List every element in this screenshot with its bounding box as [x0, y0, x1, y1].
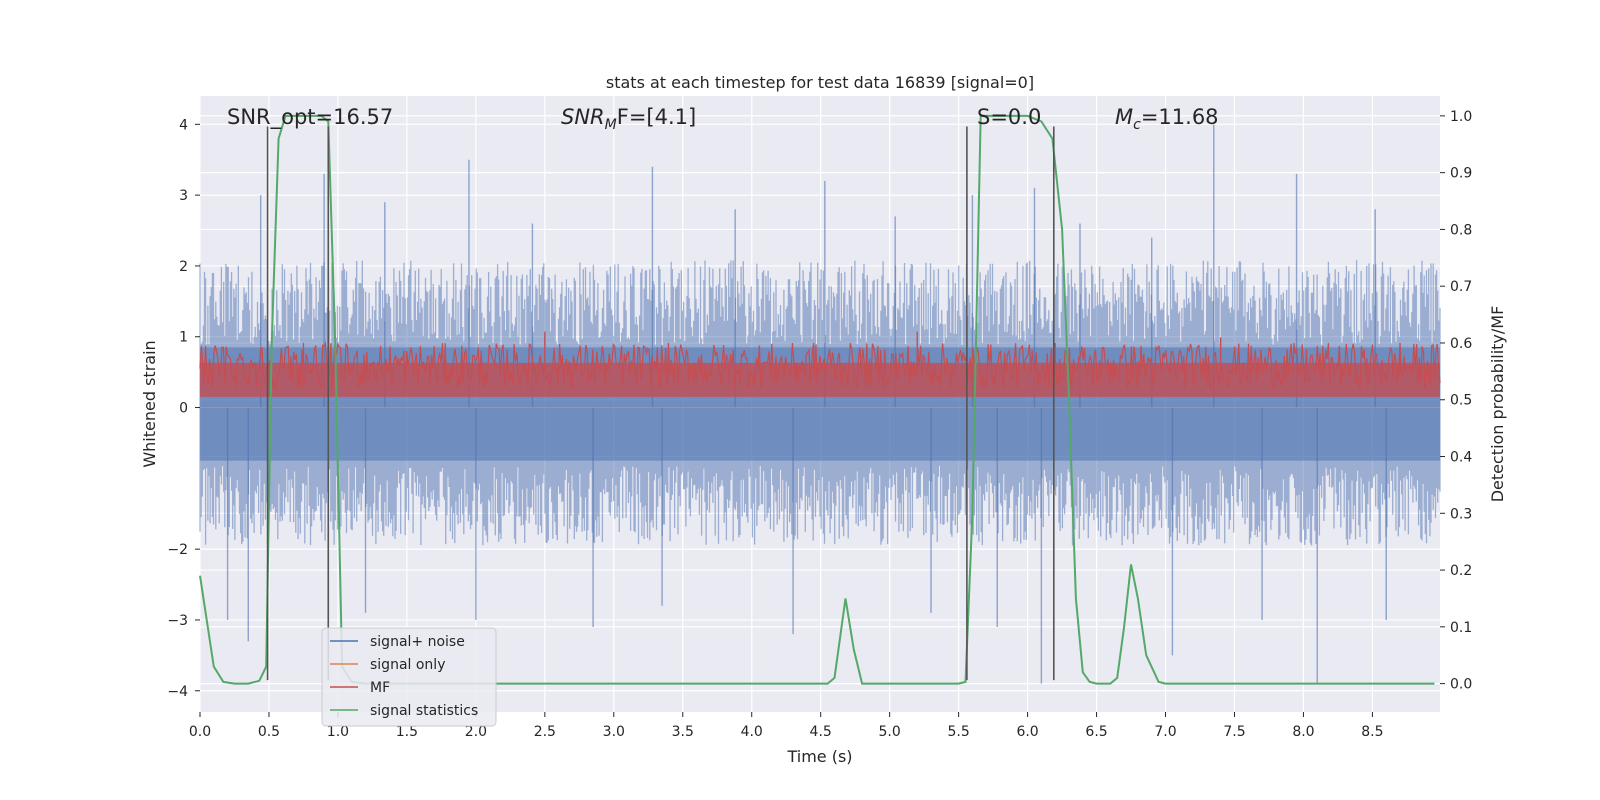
y-right-tick-label: 0.5	[1450, 393, 1472, 409]
y-right-tick-label: 0.7	[1450, 279, 1472, 295]
annotation-mc-rest: =11.68	[1141, 105, 1219, 129]
y-right-tick-label: 0.6	[1450, 336, 1472, 352]
y-axis-label: Whitened strain	[140, 340, 159, 467]
annotation-mc-sub: c	[1133, 117, 1141, 133]
annotation-s-value: S=0.0	[977, 105, 1041, 129]
y-right-tick-label: 0.8	[1450, 222, 1472, 238]
x-tick-label: 7.0	[1154, 724, 1176, 740]
x-tick-label: 1.5	[396, 724, 418, 740]
signal-noise-trace	[199, 260, 1441, 546]
annotation-snr-mf: SNRMF=[4.1]	[561, 105, 696, 133]
x-tick-label: 3.5	[672, 724, 694, 740]
legend: signal+ noise signal only MF signal stat…	[321, 627, 497, 727]
y-right-tick-label: 0.3	[1450, 506, 1472, 522]
x-tick-label: 5.5	[947, 724, 969, 740]
legend-label-mf: MF	[370, 680, 390, 696]
x-tick-label: 2.0	[465, 724, 487, 740]
signal-statistics-series	[199, 114, 1435, 685]
x-axis-label: Time (s)	[786, 747, 852, 766]
x-tick-label: 5.0	[879, 724, 901, 740]
x-tick-label: 4.0	[741, 724, 763, 740]
x-tick-label: 4.5	[810, 724, 832, 740]
x-tick-label: 8.5	[1361, 724, 1383, 740]
y-tick-label: −3	[167, 613, 188, 629]
x-tick-label: 1.0	[327, 724, 349, 740]
mf-trace	[199, 340, 1441, 390]
y-tick-label: −4	[167, 684, 188, 700]
chart-title: stats at each timestep for test data 168…	[606, 73, 1034, 92]
mf-series	[199, 331, 1441, 397]
y-right-tick-label: 0.4	[1450, 450, 1472, 466]
annotation-mc: Mc=11.68	[1115, 105, 1219, 133]
y-tick-label: 1	[179, 330, 188, 346]
x-tick-label: 0.0	[189, 724, 211, 740]
y-right-tick-label: 0.2	[1450, 563, 1472, 579]
y-tick-label: 4	[179, 117, 188, 133]
annotation-snr-mf-base: SNR	[561, 105, 605, 129]
mf-core-band	[200, 362, 1440, 397]
annotation-snr-opt: SNR_opt=16.57	[227, 105, 393, 130]
annotation-snr-mf-rest: F=[4.1]	[617, 105, 696, 129]
y-tick-label: 2	[179, 259, 188, 275]
x-tick-label: 7.5	[1223, 724, 1245, 740]
x-tick-label: 6.0	[1016, 724, 1038, 740]
annotation-mc-base: M	[1115, 105, 1133, 129]
y-tick-label: 0	[179, 401, 188, 417]
x-tick-label: 8.0	[1292, 724, 1314, 740]
legend-label-signal-statistics: signal statistics	[370, 703, 478, 719]
marker-vlines	[266, 126, 1055, 681]
y-right-tick-label: 0.0	[1450, 677, 1472, 693]
legend-label-signal-only: signal only	[370, 657, 445, 673]
x-tick-label: 3.0	[603, 724, 625, 740]
y-tick-label: 3	[179, 188, 188, 204]
y-right-tick-label: 0.9	[1450, 166, 1472, 182]
signal-statistics-line	[199, 114, 1435, 685]
legend-box	[321, 627, 497, 727]
y-right-tick-label: 1.0	[1450, 109, 1472, 125]
legend-label-signal-noise: signal+ noise	[370, 634, 465, 650]
axis-ticks: 0.0 0.5 1.0 1.5 2.0 2.5 3.0 3.5 4.0 4.5 5.0 5.5 6.0 6…	[167, 109, 1472, 740]
x-tick-label: 6.5	[1085, 724, 1107, 740]
annotation-snr-mf-sub: M	[605, 117, 617, 133]
x-tick-label: 2.5	[534, 724, 556, 740]
y-right-tick-label: 0.1	[1450, 620, 1472, 636]
y-tick-label: −2	[167, 542, 188, 558]
y-axis-right-label: Detection probability/MF	[1488, 306, 1507, 503]
x-tick-label: 0.5	[258, 724, 280, 740]
